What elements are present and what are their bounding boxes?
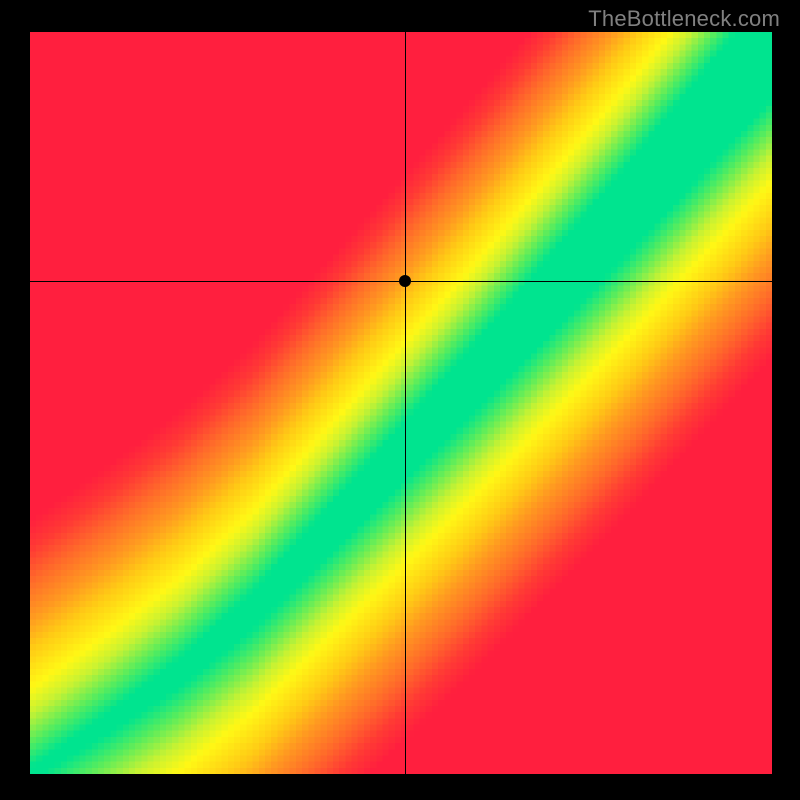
crosshair-vertical-line	[405, 32, 406, 774]
heatmap-canvas	[30, 32, 772, 774]
crosshair-marker-dot	[399, 275, 411, 287]
heatmap-plot-area	[30, 32, 772, 774]
watermark-text: TheBottleneck.com	[588, 6, 780, 32]
